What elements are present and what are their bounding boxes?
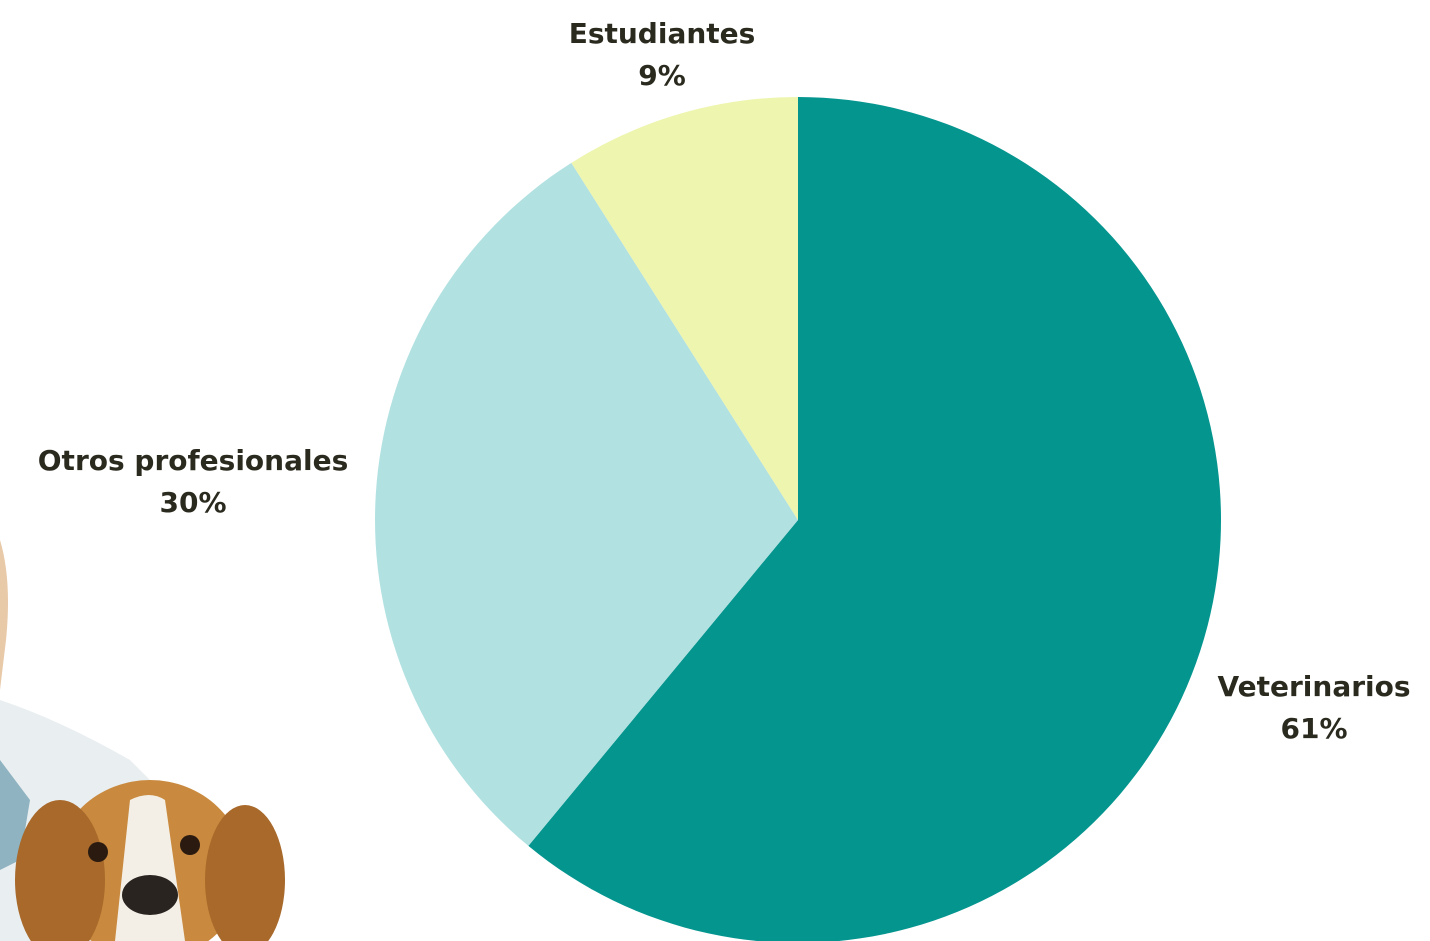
pie-slice [571, 97, 798, 520]
slice-label: Veterinarios [1217, 670, 1410, 703]
dog-nose [122, 875, 178, 915]
slice-label: Estudiantes [569, 17, 756, 50]
dog-eye [180, 835, 200, 855]
pie-slice [374, 162, 798, 846]
slice-value-label: 61% [1280, 712, 1347, 745]
slice-value-label: 9% [638, 59, 686, 92]
dog-ear [15, 800, 105, 941]
slice-value-label: 30% [159, 486, 226, 519]
slice-label: Otros profesionales [38, 444, 349, 477]
dog-ear [205, 805, 285, 941]
vet-face [0, 540, 8, 690]
pie-slice [528, 97, 1221, 941]
dog-eye [88, 842, 108, 862]
decorative-photo [0, 540, 285, 941]
